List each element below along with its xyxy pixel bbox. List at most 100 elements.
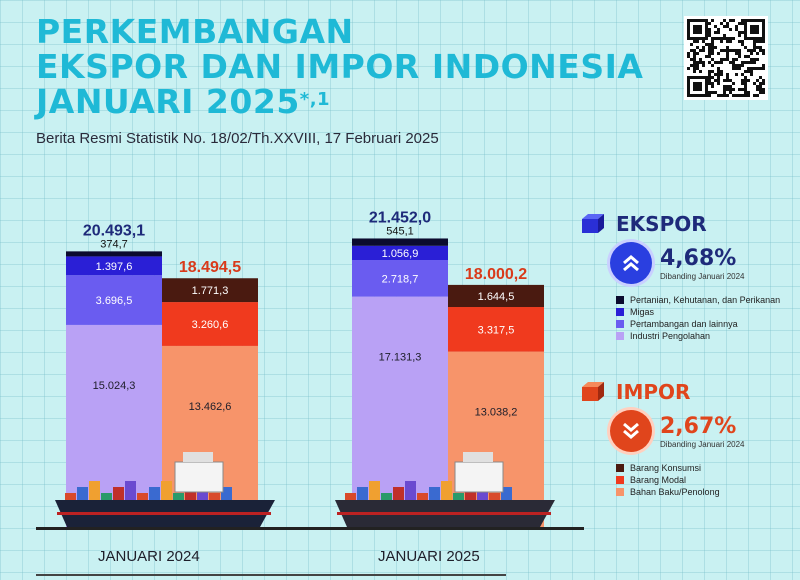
cargo-container [77,487,88,505]
ekspor-bar-segment [352,260,448,297]
cargo-container [65,493,76,505]
title-line-3-text: JANUARI 2025 [36,82,300,121]
impor-bar-segment [162,302,258,346]
cargo-container [489,493,500,505]
ekspor-legend-item: Pertanian, Kehutanan, dan Perikanan [616,294,780,306]
ekspor-legend-label: Pertanian, Kehutanan, dan Perikanan [630,295,781,305]
impor-bar-segment [448,307,544,352]
impor-legend-header: IMPOR [580,380,745,404]
cargo-container [405,481,416,505]
ekspor-segment-label: 2.718,7 [382,273,419,285]
ekspor-segment-label: 1.397,6 [96,261,133,273]
cargo-container [465,487,476,505]
impor-growth: 2,67% Dibanding Januari 2024 [610,410,745,452]
cargo-container [369,481,380,505]
ekspor-legend: EKSPOR 4,68% Dibanding Januari 2024 Pert… [580,212,780,342]
ekspor-growth-value: 4,68% [660,245,737,271]
cargo-container [477,481,488,505]
ekspor-segment-label: 3.696,5 [96,295,133,307]
ekspor-bar-segment [66,275,162,325]
cargo-container [89,481,100,505]
ekspor-title: EKSPOR [616,212,707,236]
impor-segment-label: 3.260,6 [192,319,229,331]
ekspor-legend-swatch [616,332,624,340]
ekspor-legend-swatch [616,296,624,304]
cargo-container [149,487,160,505]
impor-total-label: 18.494,5 [179,259,241,276]
impor-growth-value: 2,67% [660,413,737,439]
cargo-container [393,487,404,505]
cargo-container [221,487,232,505]
subtitle: Berita Resmi Statistik No. 18/02/Th.XXVI… [36,130,439,147]
cargo-container [345,493,356,505]
ship-waterline [337,512,551,515]
impor-legend-swatch [616,488,624,496]
cargo-container [381,493,392,505]
ekspor-legend-item: Pertambangan dan lainnya [616,318,780,330]
impor-segment-label: 1.771,3 [192,285,229,297]
title-line-3: JANUARI 2025*,1 [36,84,643,119]
page-title: PERKEMBANGAN EKSPOR DAN IMPOR INDONESIA … [36,14,643,119]
double-chevron-down-icon [610,410,652,452]
impor-legend-items: Barang Konsumsi Barang Modal Bahan Baku/Pe… [616,462,745,498]
impor-segment-label: 13.462,6 [189,401,232,413]
impor-legend-swatch [616,464,624,472]
impor-title: IMPOR [616,380,691,404]
category-label-2025: JANUARI 2025 [378,548,480,565]
cargo-container [209,493,220,505]
chart-baseline [36,527,584,530]
ekspor-growth-note: Dibanding Januari 2024 [660,271,745,281]
impor-segment-label: 1.644,5 [478,291,515,303]
impor-segment-label: 13.038,2 [475,407,518,419]
ekspor-total-label: 21.452,0 [369,209,431,226]
ekspor-legend-item: Migas [616,306,780,318]
ship-bridge [174,461,224,493]
impor-total-label: 18.000,2 [465,266,527,283]
impor-bar-segment [448,284,544,308]
ekspor-container-icon [580,213,606,235]
ekspor-segment-label: 1.056,9 [382,248,419,260]
impor-legend-item: Barang Konsumsi [616,462,745,474]
ship-bridge-top [463,452,493,462]
ekspor-bar-segment [352,245,448,261]
cargo-container [417,493,428,505]
impor-legend-label: Barang Modal [630,475,687,485]
impor-segment-label: 3.317,5 [478,324,515,336]
cargo-container [501,487,512,505]
ekspor-legend-swatch [616,308,624,316]
ekspor-legend-swatch [616,320,624,328]
ekspor-legend-label: Industri Pengolahan [630,331,711,341]
impor-legend-item: Barang Modal [616,474,745,486]
impor-legend-swatch [616,476,624,484]
cargo-container [453,493,464,505]
impor-growth-note: Dibanding Januari 2024 [660,439,745,449]
ekspor-bar-segment [352,238,448,246]
ekspor-legend-label: Pertambangan dan lainnya [630,319,738,329]
impor-legend: IMPOR 2,67% Dibanding Januari 2024 Baran… [580,380,745,498]
ekspor-legend-item: Industri Pengolahan [616,330,780,342]
cargo-container [429,487,440,505]
footer-divider [36,574,506,576]
ekspor-legend-header: EKSPOR [580,212,780,236]
cargo-container [137,493,148,505]
ekspor-growth: 4,68% Dibanding Januari 2024 [610,242,780,284]
impor-container-icon [580,381,606,403]
ekspor-total-label: 20.493,1 [83,222,145,239]
title-footnote-mark: *,1 [299,89,331,110]
ship-bridge-top [183,452,213,462]
cargo-container [185,487,196,505]
impor-legend-item: Bahan Baku/Penolong [616,486,745,498]
ekspor-legend-label: Migas [630,307,655,317]
ekspor-segment-label: 15.024,3 [93,380,136,392]
ship-waterline [57,512,271,515]
cargo-ship-illustration [55,452,275,527]
cargo-container [113,487,124,505]
ekspor-bar-segment [66,256,162,276]
ekspor-legend-items: Pertanian, Kehutanan, dan Perikanan Migas… [616,294,780,342]
impor-legend-label: Barang Konsumsi [630,463,702,473]
ekspor-segment-label: 374,7 [100,238,128,250]
qr-code-icon[interactable] [684,16,768,100]
ekspor-segment-label: 17.131,3 [379,352,422,364]
cargo-ship-illustration [335,452,555,527]
